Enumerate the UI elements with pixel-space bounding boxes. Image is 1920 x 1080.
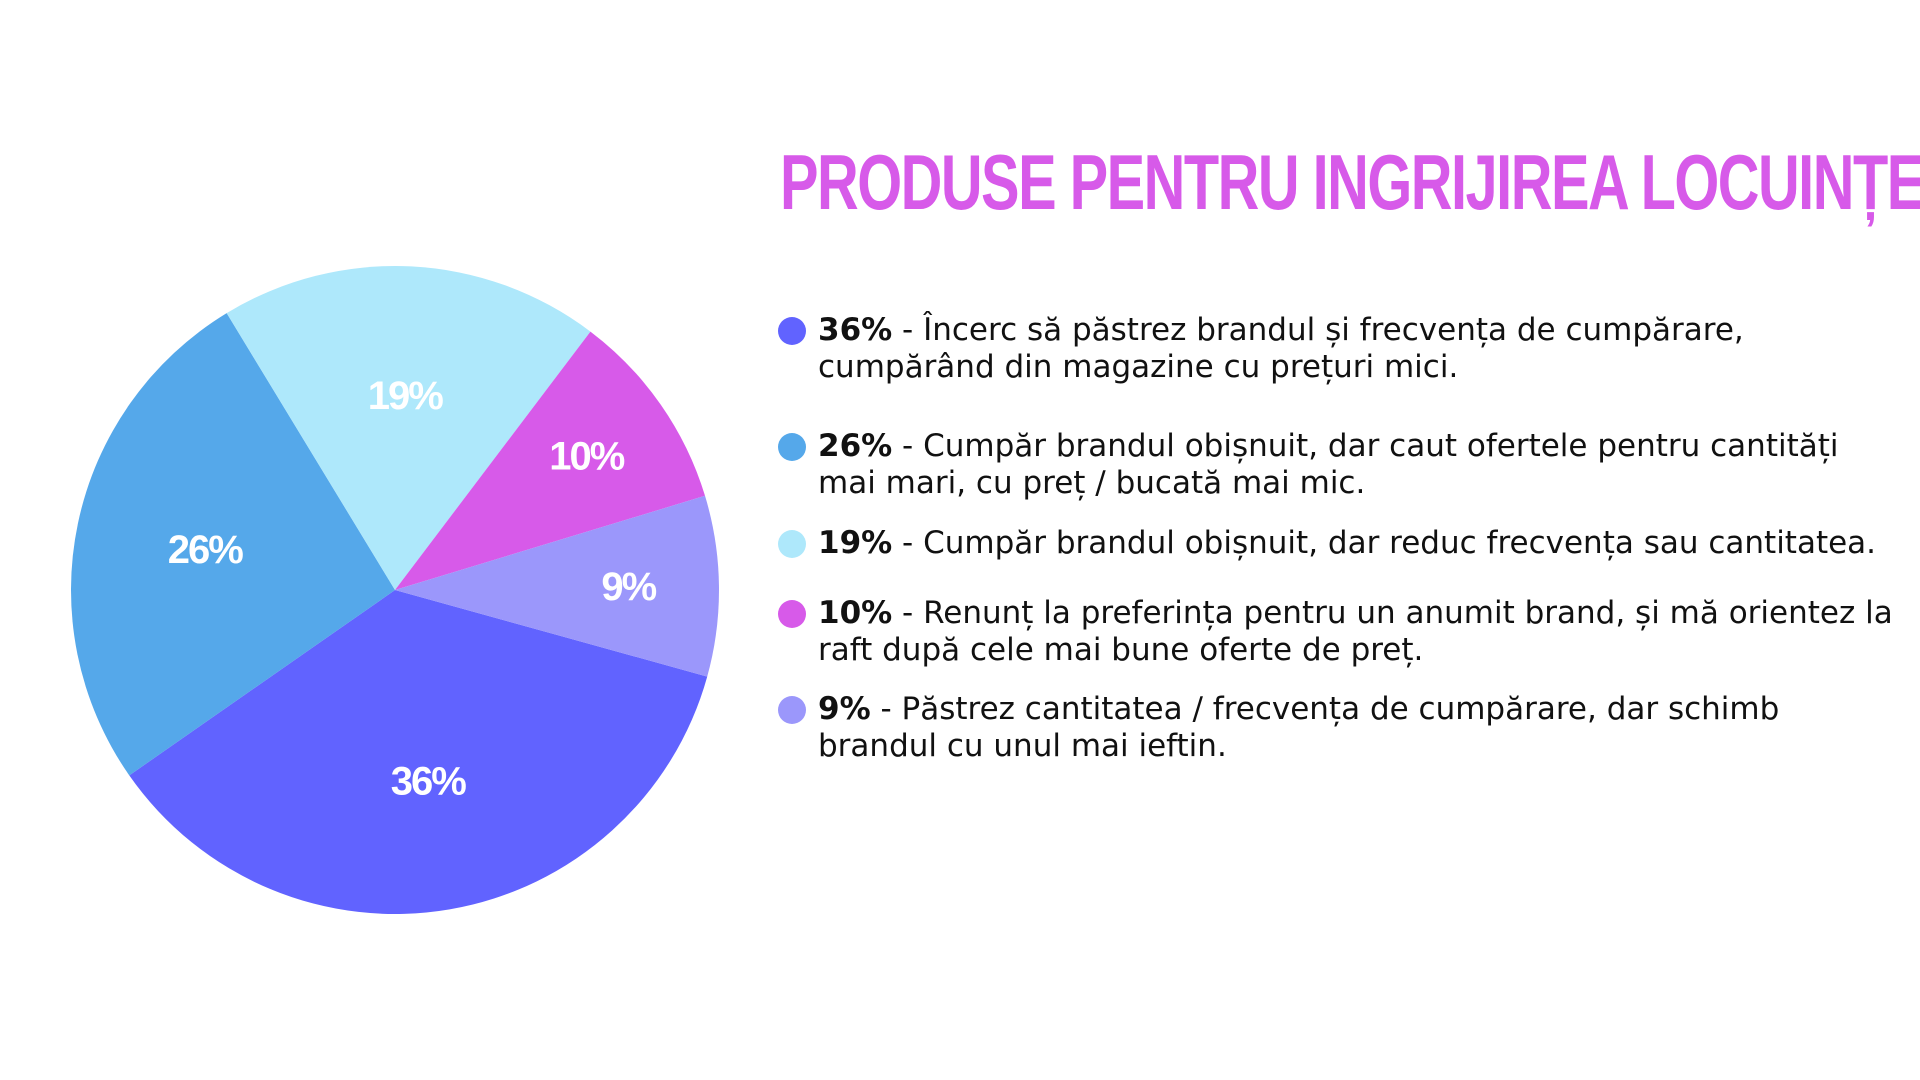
legend-percent: 10%: [818, 595, 893, 631]
legend: 36% - Încerc să păstrez brandul și frecv…: [778, 312, 1898, 765]
legend-item: 19% - Cumpăr brandul obișnuit, dar reduc…: [778, 525, 1898, 562]
legend-swatch-icon: [778, 433, 806, 461]
legend-percent: 36%: [818, 312, 893, 348]
pie-slice-10: [395, 331, 706, 590]
legend-swatch-icon: [778, 317, 806, 345]
legend-text: - Încerc să păstrez brandul și frecvența…: [818, 312, 1744, 385]
legend-percent: 19%: [818, 525, 893, 561]
legend-swatch-icon: [778, 696, 806, 724]
pie-slice-26: [71, 313, 395, 776]
legend-item: 10% - Renunț la preferința pentru un anu…: [778, 595, 1898, 669]
pie-slices: [71, 266, 719, 914]
pie-slice-label: 26%: [168, 528, 243, 572]
pie-slice-19: [226, 266, 591, 590]
pie-chart: 36% 26% 19% 10% 9%: [71, 266, 719, 914]
pie-slice-label: 9%: [601, 565, 656, 609]
legend-text: - Cumpăr brandul obișnuit, dar reduc fre…: [892, 525, 1877, 561]
pie-labels: 36% 26% 19% 10% 9%: [168, 374, 659, 804]
legend-percent: 26%: [818, 428, 893, 464]
legend-percent: 9%: [818, 691, 871, 727]
pie-slice-label: 10%: [549, 435, 624, 479]
legend-swatch-icon: [778, 530, 806, 558]
legend-text: - Păstrez cantitatea / frecvența de cump…: [818, 691, 1780, 764]
legend-text: - Renunț la preferința pentru un anumit …: [818, 595, 1893, 668]
legend-item: 9% - Păstrez cantitatea / frecvența de c…: [778, 691, 1898, 765]
pie-slice-label: 19%: [368, 374, 443, 418]
pie-slice-9: [395, 495, 719, 677]
pie-slice-36: [129, 590, 708, 914]
pie-slice-label: 36%: [391, 760, 466, 804]
legend-item: 36% - Încerc să păstrez brandul și frecv…: [778, 312, 1898, 386]
legend-swatch-icon: [778, 600, 806, 628]
chart-title: PRODUSE PENTRU INGRIJIREA LOCUINȚEI: [780, 138, 1920, 226]
legend-item: 26% - Cumpăr brandul obișnuit, dar caut …: [778, 428, 1898, 502]
legend-text: - Cumpăr brandul obișnuit, dar caut ofer…: [818, 428, 1839, 501]
